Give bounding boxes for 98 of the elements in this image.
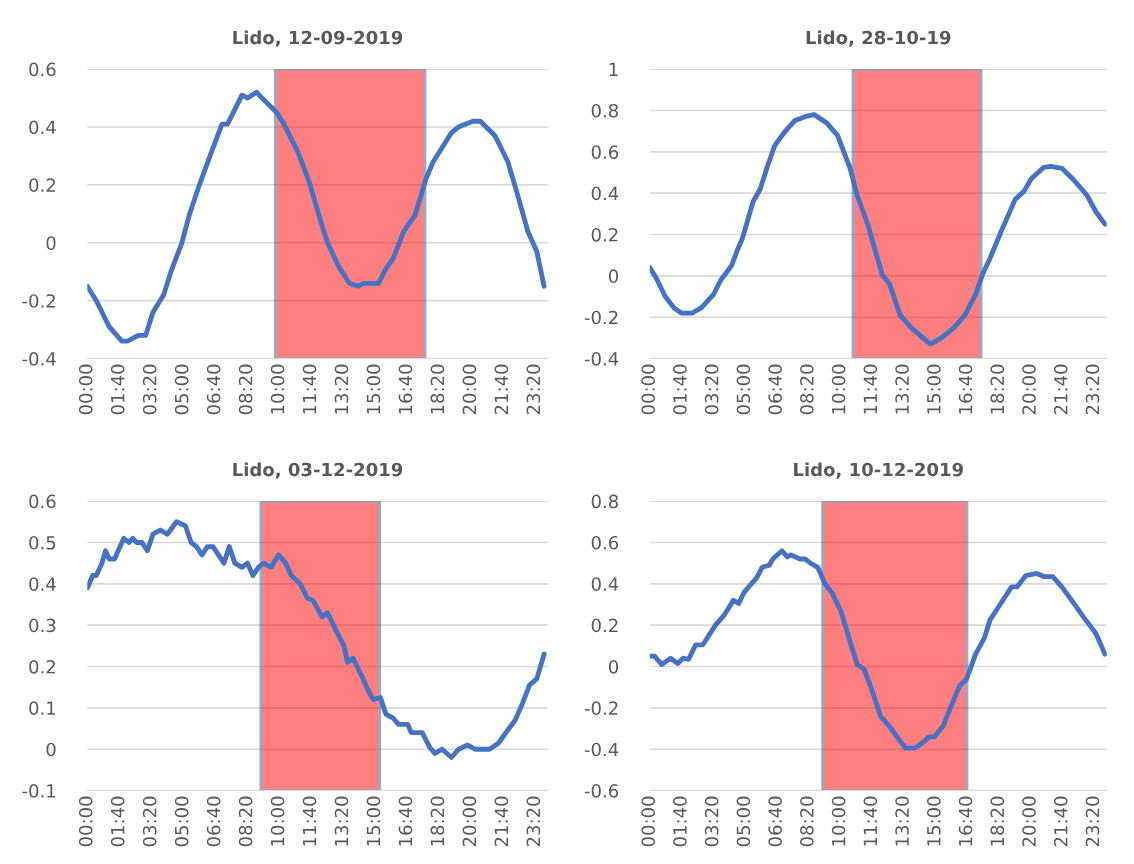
y-tick-label: 0 <box>608 659 619 674</box>
y-tick-label: 0.4 <box>591 577 619 591</box>
x-tick-label: 06:40 <box>206 364 221 415</box>
x-tick-label: 15:00 <box>926 364 941 414</box>
x-tick-label: 00:00 <box>641 364 656 415</box>
x-tick-label: 03:20 <box>704 796 719 847</box>
y-tick-label: 0.2 <box>29 659 55 674</box>
x-tick-label: 20:00 <box>462 364 477 415</box>
y-tick-label: 0.6 <box>591 145 619 159</box>
x-tick-label: 11:40 <box>863 364 878 414</box>
y-tick-label: 0.6 <box>29 494 56 509</box>
x-tick-label: 15:00 <box>366 796 381 846</box>
x-tick-label: 03:20 <box>142 796 157 847</box>
y-tick-label: 0.2 <box>591 618 618 633</box>
chart-title: Lido, 03-12-2019 <box>233 462 403 479</box>
y-tick-label: -0.4 <box>584 352 619 366</box>
line-series <box>649 112 1107 347</box>
x-tick-label: 21:40 <box>1053 364 1068 415</box>
x-tick-label: 10:00 <box>270 796 285 846</box>
y-tick-label: 0.1 <box>29 701 56 715</box>
x-tick-label: 13:20 <box>334 796 349 846</box>
x-tick-label: 01:40 <box>673 364 687 415</box>
x-tick-label: 03:20 <box>142 364 157 415</box>
y-tick-label: 0 <box>46 236 56 250</box>
x-tick-label: 21:40 <box>494 364 509 415</box>
y-tick-label: 0.2 <box>591 227 618 242</box>
y-tick-label: 0.6 <box>591 535 619 550</box>
x-tick-label: 00:00 <box>78 796 93 847</box>
y-tick-label: 0 <box>46 742 56 757</box>
x-tick-label: 20:00 <box>1022 796 1036 847</box>
x-tick-label: 11:40 <box>302 364 317 414</box>
x-tick-label: 05:00 <box>174 364 189 415</box>
y-tick-label: -0.4 <box>22 352 56 366</box>
x-tick-label: 00:00 <box>78 364 93 415</box>
x-tick-label: 23:20 <box>526 796 541 847</box>
x-tick-label: 08:20 <box>238 796 253 847</box>
y-tick-label: -0.4 <box>584 742 619 757</box>
x-tick-label: 06:40 <box>206 796 221 847</box>
y-tick-label: -0.1 <box>22 784 56 798</box>
x-tick-label: 05:00 <box>736 796 751 847</box>
y-tick-label: 0 <box>608 269 619 283</box>
x-tick-label: 08:20 <box>238 364 253 415</box>
x-tick-label: 01:40 <box>110 796 125 847</box>
y-tick-label: -0.2 <box>22 294 55 308</box>
x-tick-label: 13:20 <box>895 796 909 846</box>
y-tick-label: -0.6 <box>584 784 619 798</box>
x-tick-label: 01:40 <box>673 796 687 847</box>
x-tick-label: 06:40 <box>768 796 782 847</box>
x-tick-label: 03:20 <box>704 364 719 415</box>
x-tick-label: 06:40 <box>768 364 782 415</box>
x-tick-label: 10:00 <box>831 364 846 414</box>
x-tick-label: 05:00 <box>736 364 751 415</box>
chart-title: Lido, 12-09-2019 <box>233 30 403 47</box>
y-tick-label: 0.4 <box>29 577 56 591</box>
y-tick-label: 0.4 <box>591 186 619 201</box>
x-tick-label: 11:40 <box>863 796 878 846</box>
x-tick-label: 13:20 <box>334 364 349 414</box>
x-tick-label: 15:00 <box>366 364 381 414</box>
y-tick-label: 1 <box>609 62 618 76</box>
x-tick-label: 10:00 <box>831 796 846 846</box>
x-tick-label: 08:20 <box>800 364 814 415</box>
x-tick-label: 18:20 <box>430 364 445 414</box>
line-series <box>649 548 1107 751</box>
x-tick-label: 00:00 <box>641 796 656 847</box>
y-tick-label: 0.5 <box>29 535 56 550</box>
x-tick-label: 05:00 <box>174 796 189 847</box>
x-tick-label: 08:20 <box>800 796 814 847</box>
y-tick-label: 0.3 <box>29 618 56 633</box>
x-tick-label: 01:40 <box>110 364 125 415</box>
y-tick-label: 0.8 <box>591 103 618 118</box>
x-tick-label: 11:40 <box>302 796 317 846</box>
y-tick-label: 0.6 <box>29 62 56 77</box>
x-tick-label: 16:40 <box>398 796 413 846</box>
x-tick-label: 18:20 <box>990 364 1005 414</box>
x-tick-label: 20:00 <box>462 796 477 847</box>
x-tick-label: 21:40 <box>1053 796 1068 847</box>
x-tick-label: 16:40 <box>398 364 413 414</box>
x-tick-label: 15:00 <box>926 796 941 846</box>
x-tick-label: 20:00 <box>1022 364 1036 415</box>
chart-title: Lido, 10-12-2019 <box>794 462 963 479</box>
x-tick-label: 10:00 <box>270 364 285 414</box>
y-tick-label: -0.2 <box>584 701 618 715</box>
y-tick-label: 0.2 <box>29 178 55 193</box>
x-tick-label: 13:20 <box>895 364 909 414</box>
x-tick-label: 23:20 <box>1085 796 1100 847</box>
line-series <box>87 519 547 760</box>
x-tick-label: 23:20 <box>1085 364 1100 415</box>
x-tick-label: 18:20 <box>990 796 1005 846</box>
y-tick-label: 0.8 <box>591 494 618 509</box>
x-tick-label: 21:40 <box>494 796 509 847</box>
y-tick-label: -0.2 <box>584 310 618 325</box>
x-tick-label: 16:40 <box>958 364 973 414</box>
y-tick-label: 0.4 <box>29 120 56 135</box>
x-tick-label: 23:20 <box>526 364 541 415</box>
line-series <box>87 89 547 344</box>
x-tick-label: 16:40 <box>958 796 973 846</box>
x-tick-label: 18:20 <box>430 796 445 846</box>
chart-title: Lido, 28-10-19 <box>806 30 951 47</box>
